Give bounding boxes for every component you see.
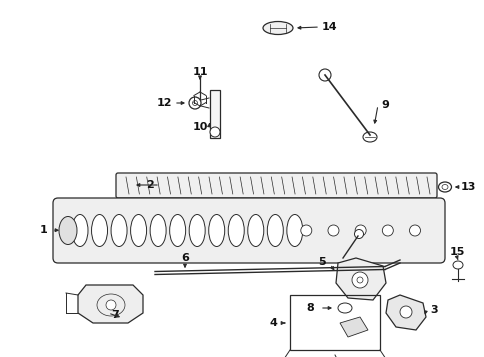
Text: 13: 13 — [459, 182, 475, 192]
FancyBboxPatch shape — [53, 198, 444, 263]
Ellipse shape — [408, 225, 420, 236]
Ellipse shape — [210, 127, 220, 137]
Text: 14: 14 — [321, 22, 337, 32]
Ellipse shape — [354, 225, 365, 236]
FancyBboxPatch shape — [116, 173, 436, 198]
Ellipse shape — [111, 215, 127, 246]
Ellipse shape — [150, 215, 166, 246]
Text: 11: 11 — [192, 67, 207, 77]
Bar — [210, 90, 220, 138]
Text: 6: 6 — [181, 253, 189, 263]
Ellipse shape — [106, 300, 116, 310]
Ellipse shape — [327, 225, 338, 236]
Ellipse shape — [169, 215, 185, 246]
Text: 7: 7 — [111, 310, 119, 320]
Ellipse shape — [192, 101, 197, 106]
Ellipse shape — [354, 230, 363, 238]
Ellipse shape — [189, 215, 205, 246]
Ellipse shape — [267, 215, 283, 246]
Polygon shape — [339, 317, 367, 337]
Text: 15: 15 — [448, 247, 464, 257]
Ellipse shape — [351, 272, 367, 288]
Text: 1: 1 — [40, 225, 48, 235]
Ellipse shape — [228, 215, 244, 246]
Text: 4: 4 — [269, 318, 276, 328]
Ellipse shape — [438, 182, 451, 192]
Ellipse shape — [59, 216, 77, 245]
Text: 3: 3 — [429, 305, 437, 315]
Ellipse shape — [318, 69, 330, 81]
Bar — [289, 295, 379, 350]
Text: 8: 8 — [305, 303, 313, 313]
Ellipse shape — [300, 225, 311, 236]
Ellipse shape — [262, 21, 292, 35]
Ellipse shape — [452, 261, 462, 269]
Text: 5: 5 — [318, 257, 325, 267]
Ellipse shape — [130, 215, 146, 246]
Ellipse shape — [91, 215, 107, 246]
Polygon shape — [335, 258, 385, 300]
Ellipse shape — [399, 306, 411, 318]
Ellipse shape — [362, 132, 376, 142]
Text: 12: 12 — [156, 98, 171, 108]
Text: 9: 9 — [380, 100, 388, 110]
Ellipse shape — [337, 303, 351, 313]
Text: 2: 2 — [146, 180, 153, 190]
Ellipse shape — [441, 185, 447, 190]
Ellipse shape — [356, 277, 362, 283]
Polygon shape — [78, 285, 143, 323]
Polygon shape — [385, 295, 425, 330]
Ellipse shape — [208, 215, 224, 246]
Ellipse shape — [381, 225, 393, 236]
Ellipse shape — [72, 215, 88, 246]
Ellipse shape — [247, 215, 263, 246]
Ellipse shape — [286, 215, 302, 246]
Ellipse shape — [189, 97, 200, 109]
Text: 10: 10 — [192, 122, 207, 132]
